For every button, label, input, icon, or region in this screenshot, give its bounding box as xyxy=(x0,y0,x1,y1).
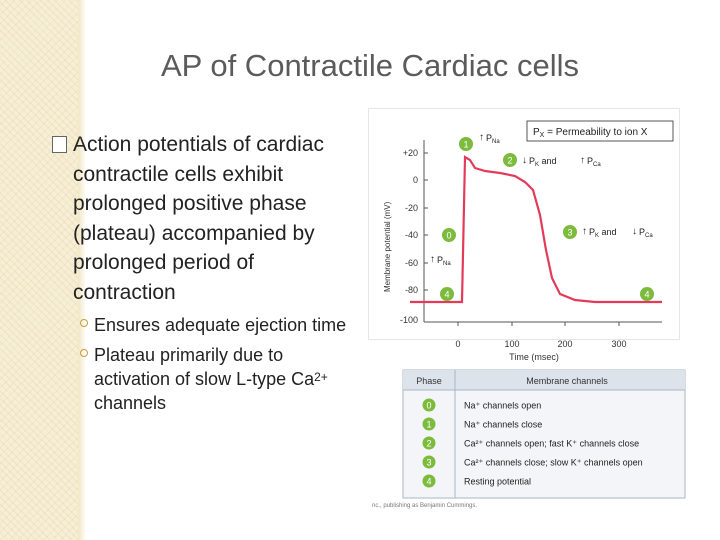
svg-text:PK and: PK and xyxy=(529,156,557,168)
sub-bullet-2-text: Plateau primarily due to activation of s… xyxy=(94,345,315,389)
svg-text:2: 2 xyxy=(426,439,431,449)
main-bullet-text: Action potentials of cardiac contractile… xyxy=(73,133,324,304)
bullet-list: Action potentials of cardiac contractile… xyxy=(52,130,352,415)
svg-text:2: 2 xyxy=(507,156,512,166)
annotation-phase-1: ↑ PNa xyxy=(479,132,500,145)
superscript: 2+ xyxy=(314,370,328,384)
svg-text:4: 4 xyxy=(444,290,449,300)
svg-text:3: 3 xyxy=(567,228,572,238)
svg-text:PCa: PCa xyxy=(639,227,653,239)
y-tick: 0 xyxy=(413,175,418,185)
sub-bullet-1: Ensures adequate ejection time xyxy=(80,313,352,337)
svg-text:Ca²⁺ channels open; fast K⁺ ch: Ca²⁺ channels open; fast K⁺ channels clo… xyxy=(464,439,639,449)
up-arrow-icon: ↑ xyxy=(580,155,585,166)
legend-box xyxy=(526,120,674,142)
annotation-phase-3: ↑ PK and ↓ PCa xyxy=(582,226,653,239)
phase-marker-3 xyxy=(563,225,577,239)
y-axis-label: Membrane potential (mV) xyxy=(383,201,392,292)
table-border xyxy=(402,369,686,499)
x-axis-label: Time (msec) xyxy=(509,352,559,362)
svg-text:Na⁺ channels close: Na⁺ channels close xyxy=(464,420,542,430)
x-tick: 200 xyxy=(557,339,572,349)
svg-text:PNa: PNa xyxy=(486,133,500,145)
sub-bullet-1-text: Ensures adequate ejection time xyxy=(94,315,347,335)
sub-bullet-icon xyxy=(80,349,88,357)
figure-credit: nc., publishing as Benjamin Cummings. xyxy=(372,503,478,509)
table-header-phase: Phase xyxy=(416,376,442,386)
table-row: 3 Ca²⁺ channels close; slow K⁺ channels … xyxy=(422,455,643,469)
table-row: 2 Ca²⁺ channels open; fast K⁺ channels c… xyxy=(422,436,639,450)
svg-text:Na⁺ channels open: Na⁺ channels open xyxy=(464,401,541,411)
svg-text:PK and: PK and xyxy=(589,227,617,239)
svg-text:PCa: PCa xyxy=(587,156,601,168)
up-arrow-icon: ↑ xyxy=(430,254,435,265)
svg-text:PNa: PNa xyxy=(437,255,451,267)
x-tick-labels: 0 100 200 300 xyxy=(455,339,626,349)
main-bullet: Action potentials of cardiac contractile… xyxy=(52,130,352,307)
phase-marker-0 xyxy=(442,228,456,242)
svg-text:Resting potential: Resting potential xyxy=(464,477,531,487)
y-tick: +20 xyxy=(403,148,418,158)
phase-marker-2 xyxy=(503,153,517,167)
down-arrow-icon: ↓ xyxy=(632,226,637,237)
sub-bullet-2: Plateau primarily due to activation of s… xyxy=(80,343,352,415)
x-tick: 0 xyxy=(455,339,460,349)
x-tick-marks xyxy=(457,322,620,326)
svg-text:0: 0 xyxy=(426,401,431,411)
y-tick: -40 xyxy=(405,230,418,240)
action-potential-trace xyxy=(410,155,662,304)
y-tick: -80 xyxy=(405,285,418,295)
svg-text:0: 0 xyxy=(446,231,451,241)
table-header-channels: Membrane channels xyxy=(526,376,608,386)
table-row: 1 Na⁺ channels close xyxy=(422,417,542,431)
permeability-annotations: ↑ PNa ↓ PK and ↑ PCa ↑ PK and ↓ PCa ↑ PN… xyxy=(430,132,653,267)
x-tick: 100 xyxy=(504,339,519,349)
phase-marker-1 xyxy=(459,137,473,151)
sub-bullet-2-text-end: channels xyxy=(94,393,167,413)
svg-text:4: 4 xyxy=(644,290,649,300)
phase-table: Phase Membrane channels 0 Na⁺ channels o… xyxy=(402,369,686,499)
table-header-row xyxy=(403,370,685,390)
down-arrow-icon: ↓ xyxy=(522,155,527,166)
phase-markers: 1 2 0 3 4 4 xyxy=(440,137,654,301)
bullet-box-icon xyxy=(52,136,67,153)
table-row: 0 Na⁺ channels open xyxy=(422,398,541,412)
table-row: 4 Resting potential xyxy=(422,474,531,488)
y-tick: -100 xyxy=(400,315,418,325)
decorative-side-band xyxy=(0,0,78,540)
svg-text:Ca²⁺ channels close; slow K⁺ c: Ca²⁺ channels close; slow K⁺ channels op… xyxy=(464,458,643,468)
legend-text: PX = Permeability to ion X xyxy=(533,127,648,139)
sub-bullet-icon xyxy=(80,319,88,327)
svg-text:3: 3 xyxy=(426,458,431,468)
y-tick-marks xyxy=(424,152,428,291)
phase-marker-4-left xyxy=(440,287,454,301)
x-tick: 300 xyxy=(611,339,626,349)
svg-text:1: 1 xyxy=(463,140,468,150)
annotation-phase-2: ↓ PK and ↑ PCa xyxy=(522,155,601,168)
up-arrow-icon: ↑ xyxy=(582,226,587,237)
y-tick: -20 xyxy=(405,203,418,213)
y-tick: -60 xyxy=(405,258,418,268)
y-tick-labels: +20 0 -20 -40 -60 -80 -100 xyxy=(400,148,418,325)
annotation-phase-0: ↑ PNa xyxy=(430,254,451,267)
svg-text:4: 4 xyxy=(426,477,431,487)
svg-text:1: 1 xyxy=(426,420,431,430)
slide-title: AP of Contractile Cardiac cells xyxy=(160,48,580,83)
decorative-side-edge xyxy=(78,0,85,540)
up-arrow-icon: ↑ xyxy=(479,132,484,143)
phase-marker-4-right xyxy=(640,287,654,301)
